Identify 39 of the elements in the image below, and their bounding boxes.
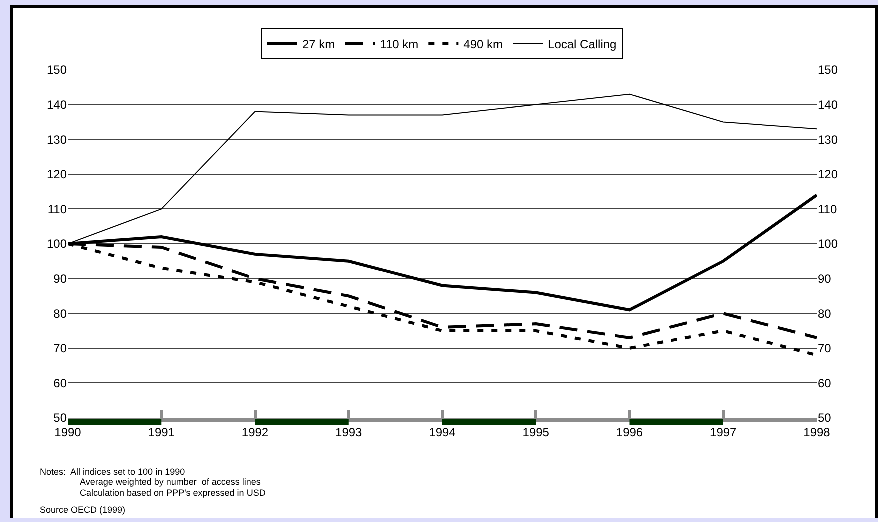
x-tick-label: 1998 bbox=[804, 425, 831, 440]
y2-tick-label: 80 bbox=[818, 306, 832, 321]
y-tick-label: 120 bbox=[46, 168, 68, 182]
legend-label: Local Calling bbox=[548, 38, 617, 52]
y2-tick-label: 90 bbox=[818, 272, 832, 286]
y-tick-label: 70 bbox=[54, 342, 68, 356]
x-tick-label: 1993 bbox=[336, 425, 363, 440]
y2-tick-label: 110 bbox=[818, 202, 838, 216]
x-tick-label: 1996 bbox=[616, 425, 644, 440]
y-tick-label: 50 bbox=[54, 411, 68, 426]
x-tick-label: 1992 bbox=[242, 425, 269, 440]
x-tick-label: 1994 bbox=[429, 425, 456, 440]
y2-tick-label: 140 bbox=[818, 98, 838, 112]
y2-tick-label: 150 bbox=[818, 63, 838, 78]
y-tick-label: 130 bbox=[46, 132, 68, 147]
y2-tick-label: 100 bbox=[818, 237, 838, 252]
y-tick-label: 80 bbox=[54, 306, 68, 321]
text: Calculation based on PPP's expressed in USD bbox=[80, 488, 266, 498]
y-tick-label: 150 bbox=[46, 63, 68, 78]
y-tick-label: 60 bbox=[54, 376, 68, 390]
text: Average weighted by number of access lines bbox=[80, 477, 262, 487]
x-tick-label: 1995 bbox=[522, 425, 550, 440]
y-tick-label: 110 bbox=[48, 202, 68, 216]
legend-label: 490 km bbox=[464, 38, 504, 52]
x-tick-label: 1991 bbox=[148, 425, 176, 440]
y-tick-label: 140 bbox=[46, 98, 68, 112]
y2-tick-label: 70 bbox=[818, 342, 832, 356]
y2-tick-label: 130 bbox=[818, 132, 838, 147]
y2-tick-label: 60 bbox=[818, 376, 832, 390]
x-tick-label: 1990 bbox=[54, 425, 82, 440]
legend-label: 110 km bbox=[380, 38, 419, 52]
source-note: Source OECD (1999) bbox=[40, 505, 126, 515]
y-tick-label: 100 bbox=[46, 237, 68, 252]
text: Notes: All indices set to 100 in 1990 bbox=[40, 467, 186, 477]
legend-label: 27 km bbox=[302, 38, 336, 52]
y2-tick-label: 120 bbox=[818, 168, 838, 182]
x-tick-label: 1997 bbox=[710, 425, 738, 440]
y2-tick-label: 50 bbox=[818, 411, 832, 426]
y-tick-label: 90 bbox=[54, 272, 68, 286]
